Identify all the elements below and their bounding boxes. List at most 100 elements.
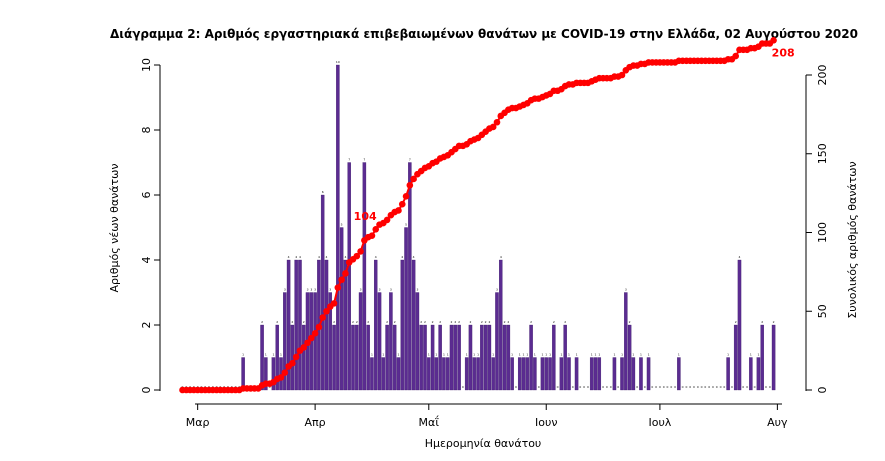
bar <box>506 324 511 391</box>
bar <box>525 357 530 391</box>
bar-value-label: 1 <box>727 353 729 357</box>
y2-tick-label: 100 <box>816 222 829 243</box>
bar-value-label: 3 <box>390 288 392 292</box>
bar-value-label: 2 <box>629 320 631 324</box>
bar-value-label: 2 <box>394 320 396 324</box>
bar-value-label: 1 <box>576 353 578 357</box>
bar <box>517 357 522 391</box>
annotation-cumulative-end: 208 <box>772 46 795 59</box>
cumulative-point <box>732 52 739 60</box>
bar-value-label: 0 <box>701 385 703 389</box>
bar <box>464 357 469 391</box>
bar-value-label: 7 <box>409 158 411 162</box>
bar-value-label: 2 <box>424 320 426 324</box>
cumulative-point <box>311 330 319 337</box>
bar <box>499 259 503 391</box>
bar <box>313 292 317 391</box>
bar-value-label: 4 <box>299 255 301 259</box>
bar-value-label: 0 <box>462 385 464 389</box>
bar <box>320 194 325 391</box>
bar <box>362 162 367 391</box>
bar-value-label: 0 <box>693 385 695 389</box>
bar <box>423 324 427 391</box>
bar <box>332 324 336 391</box>
cumulative-point <box>402 192 410 200</box>
bar-value-label: 0 <box>587 385 589 389</box>
bar-value-label: 0 <box>651 385 653 389</box>
y-tick-label: 6 <box>140 192 153 199</box>
bar-value-label: 1 <box>428 353 430 357</box>
bar <box>631 357 636 391</box>
bar-value-label: 1 <box>534 353 536 357</box>
bar-value-label: 2 <box>386 320 388 324</box>
y2-tick-label: 0 <box>816 387 829 394</box>
bar <box>275 324 279 391</box>
bar <box>574 357 579 391</box>
bar-value-label: 1 <box>466 353 468 357</box>
bar <box>445 357 450 391</box>
bar-value-label: 0 <box>670 385 672 389</box>
bar-value-label: 2 <box>530 320 532 324</box>
bar-value-label: 1 <box>560 353 562 357</box>
cumulative-point <box>398 200 406 208</box>
bar-value-label: 3 <box>379 288 381 292</box>
bar-value-label: 1 <box>371 353 373 357</box>
cumulative-point <box>489 123 497 131</box>
y-ticks-left: 0 2 4 6 8 10 <box>140 58 160 394</box>
bar <box>264 357 268 391</box>
y-tick-label: 10 <box>140 58 153 72</box>
bar <box>260 324 264 391</box>
cumulative-point <box>368 232 376 239</box>
y2-tick-label: 200 <box>816 65 829 86</box>
bar-value-label: 1 <box>492 353 494 357</box>
bar-value-label: 0 <box>269 385 271 389</box>
bar-value-label: 0 <box>742 385 744 389</box>
bar <box>552 324 556 391</box>
bar-value-label: 1 <box>595 353 597 357</box>
bar <box>563 324 567 391</box>
bar-value-label: 3 <box>310 288 312 292</box>
bar-value-label: 1 <box>242 353 244 357</box>
bar <box>442 357 446 391</box>
cumulative-line <box>182 39 775 391</box>
bar-value-label: 3 <box>307 288 309 292</box>
bar <box>396 357 401 391</box>
bar-value-label: 2 <box>553 320 555 324</box>
annotation-cumulative-mid: 104 <box>354 210 377 223</box>
bar <box>373 259 378 391</box>
cumulative-point <box>618 71 626 79</box>
bar-value-label: 2 <box>470 320 472 324</box>
bar <box>756 357 761 391</box>
y-axis-label: Αριθμός νέων θανάτων <box>108 164 121 293</box>
bar-value-label: 3 <box>496 288 498 292</box>
bar <box>328 292 333 391</box>
bar <box>343 259 348 391</box>
bar-value-label: 0 <box>538 385 540 389</box>
bar-value-label: 1 <box>757 353 759 357</box>
bar-value-label: 4 <box>413 255 415 259</box>
bar-value-label: 0 <box>610 385 612 389</box>
bar <box>760 324 764 391</box>
bar <box>324 259 329 391</box>
bar <box>430 324 435 391</box>
bar-value-label: 2 <box>333 320 335 324</box>
bar-value-label: 2 <box>356 320 358 324</box>
bar-value-label: 3 <box>314 288 316 292</box>
bar <box>589 357 594 391</box>
bar-value-label: 0 <box>689 385 691 389</box>
bar-value-label: 1 <box>678 353 680 357</box>
bar-value-label: 4 <box>375 255 377 259</box>
cumulative-point <box>319 314 326 321</box>
bar <box>404 227 408 391</box>
bar <box>612 357 617 391</box>
bar-value-label: 1 <box>613 353 615 357</box>
cumulative-point <box>315 323 323 331</box>
bar <box>540 357 545 391</box>
y-tick-label: 2 <box>140 322 153 329</box>
bar <box>502 324 507 391</box>
bar-value-label: 2 <box>458 320 460 324</box>
bar <box>646 357 651 391</box>
bar-value-label: 0 <box>716 385 718 389</box>
bar <box>408 162 412 391</box>
bar-value-label: 3 <box>360 288 362 292</box>
